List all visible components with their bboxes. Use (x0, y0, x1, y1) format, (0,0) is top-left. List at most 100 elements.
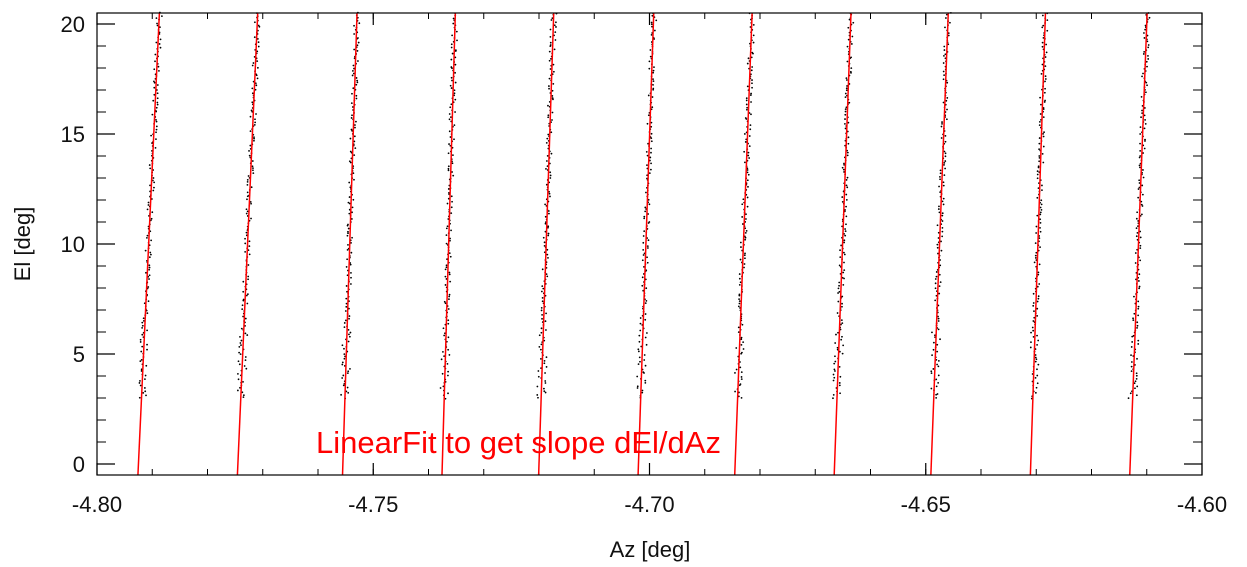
scan-point (539, 358, 542, 360)
linear-fit-line (441, 12, 457, 476)
scan-point (752, 41, 755, 44)
scan-point (845, 193, 848, 196)
scan-point (341, 361, 344, 364)
scan-point (352, 87, 355, 90)
scan-point (650, 162, 652, 165)
scan-point (156, 101, 159, 104)
scan-point (1036, 343, 1038, 346)
scan-point (545, 167, 547, 170)
scan-point (443, 300, 446, 303)
scan-point (544, 380, 547, 382)
scan-point (1133, 295, 1135, 298)
scan-point (739, 241, 742, 244)
scan-point (1040, 203, 1043, 206)
scan-point (641, 259, 644, 262)
scan-point (943, 174, 946, 177)
scan-point (651, 25, 653, 28)
scan-point (930, 370, 933, 373)
scan-point (840, 244, 843, 247)
scan-point (839, 392, 841, 395)
scan-point (351, 206, 354, 209)
scan-point (1127, 397, 1130, 400)
scan-point (356, 50, 359, 52)
scan-point (1144, 122, 1147, 125)
scan-point (149, 184, 151, 187)
scan-point (1036, 314, 1039, 317)
scan-point (647, 142, 649, 145)
scan-point (551, 89, 554, 92)
scan-point (146, 329, 149, 332)
scan-point (1035, 386, 1038, 389)
scan-point (846, 154, 849, 157)
scan-point (246, 198, 248, 201)
scan-point (944, 53, 947, 56)
scan-point (238, 351, 241, 354)
scan-point (142, 317, 145, 320)
scan-point (935, 275, 938, 278)
scan-point (650, 34, 653, 36)
scan-point (253, 123, 256, 126)
scan-point (749, 124, 752, 127)
scan-point (536, 385, 539, 388)
scan-point (844, 110, 847, 113)
scan-point (935, 393, 938, 396)
scan-point (549, 171, 552, 174)
scan-point (444, 397, 447, 400)
scan-point (549, 41, 552, 44)
scan-point (1042, 24, 1045, 27)
scan-point (353, 140, 356, 143)
scan-point (548, 192, 551, 195)
scan-point (246, 302, 249, 305)
scan-point (350, 218, 353, 220)
scan-point (1136, 211, 1139, 214)
scan-point (940, 137, 943, 139)
scan-point (140, 358, 143, 361)
scan-point (242, 380, 244, 383)
linear-fit-line (930, 12, 950, 476)
scan-point (644, 313, 647, 315)
scan-point (1039, 211, 1042, 214)
scan-point (544, 203, 546, 206)
scan-point (449, 106, 452, 109)
scan-point (544, 320, 547, 323)
scan-point (546, 253, 549, 256)
scan-point (841, 305, 843, 308)
scan-point (550, 19, 553, 21)
scan-point (253, 139, 255, 142)
scan-point (1138, 273, 1141, 276)
scan-point (543, 390, 546, 393)
scan-point (643, 217, 646, 220)
scan-point (153, 81, 156, 84)
scan-point (547, 116, 550, 119)
scan-point (745, 97, 748, 100)
scan-point (354, 124, 356, 126)
scan-point (848, 18, 851, 21)
scan-point (547, 234, 550, 237)
scan-point (343, 347, 345, 350)
scan-point (639, 322, 642, 325)
scan-point (142, 391, 145, 394)
scan-point (740, 378, 743, 381)
scan-point (349, 186, 352, 189)
scan-point (540, 290, 543, 293)
scan-point (447, 152, 450, 155)
scan-point (837, 300, 840, 303)
scan-point (544, 372, 546, 374)
scan-point (741, 323, 744, 326)
scan-point (1032, 320, 1035, 322)
scan-point (545, 273, 548, 276)
scan-point (448, 271, 451, 274)
scan-point (646, 164, 648, 167)
scan-point (344, 310, 347, 312)
scan-point (747, 185, 749, 188)
scan-point (645, 150, 648, 153)
scan-point (443, 334, 446, 337)
scan-point (156, 92, 159, 95)
scan-point (1042, 132, 1044, 135)
scan-point (246, 191, 249, 194)
linear-fit-line (637, 12, 655, 476)
scan-point (1040, 103, 1042, 106)
plot-frame (96, 12, 1203, 476)
scan-point (841, 200, 844, 203)
scan-point (737, 326, 740, 329)
